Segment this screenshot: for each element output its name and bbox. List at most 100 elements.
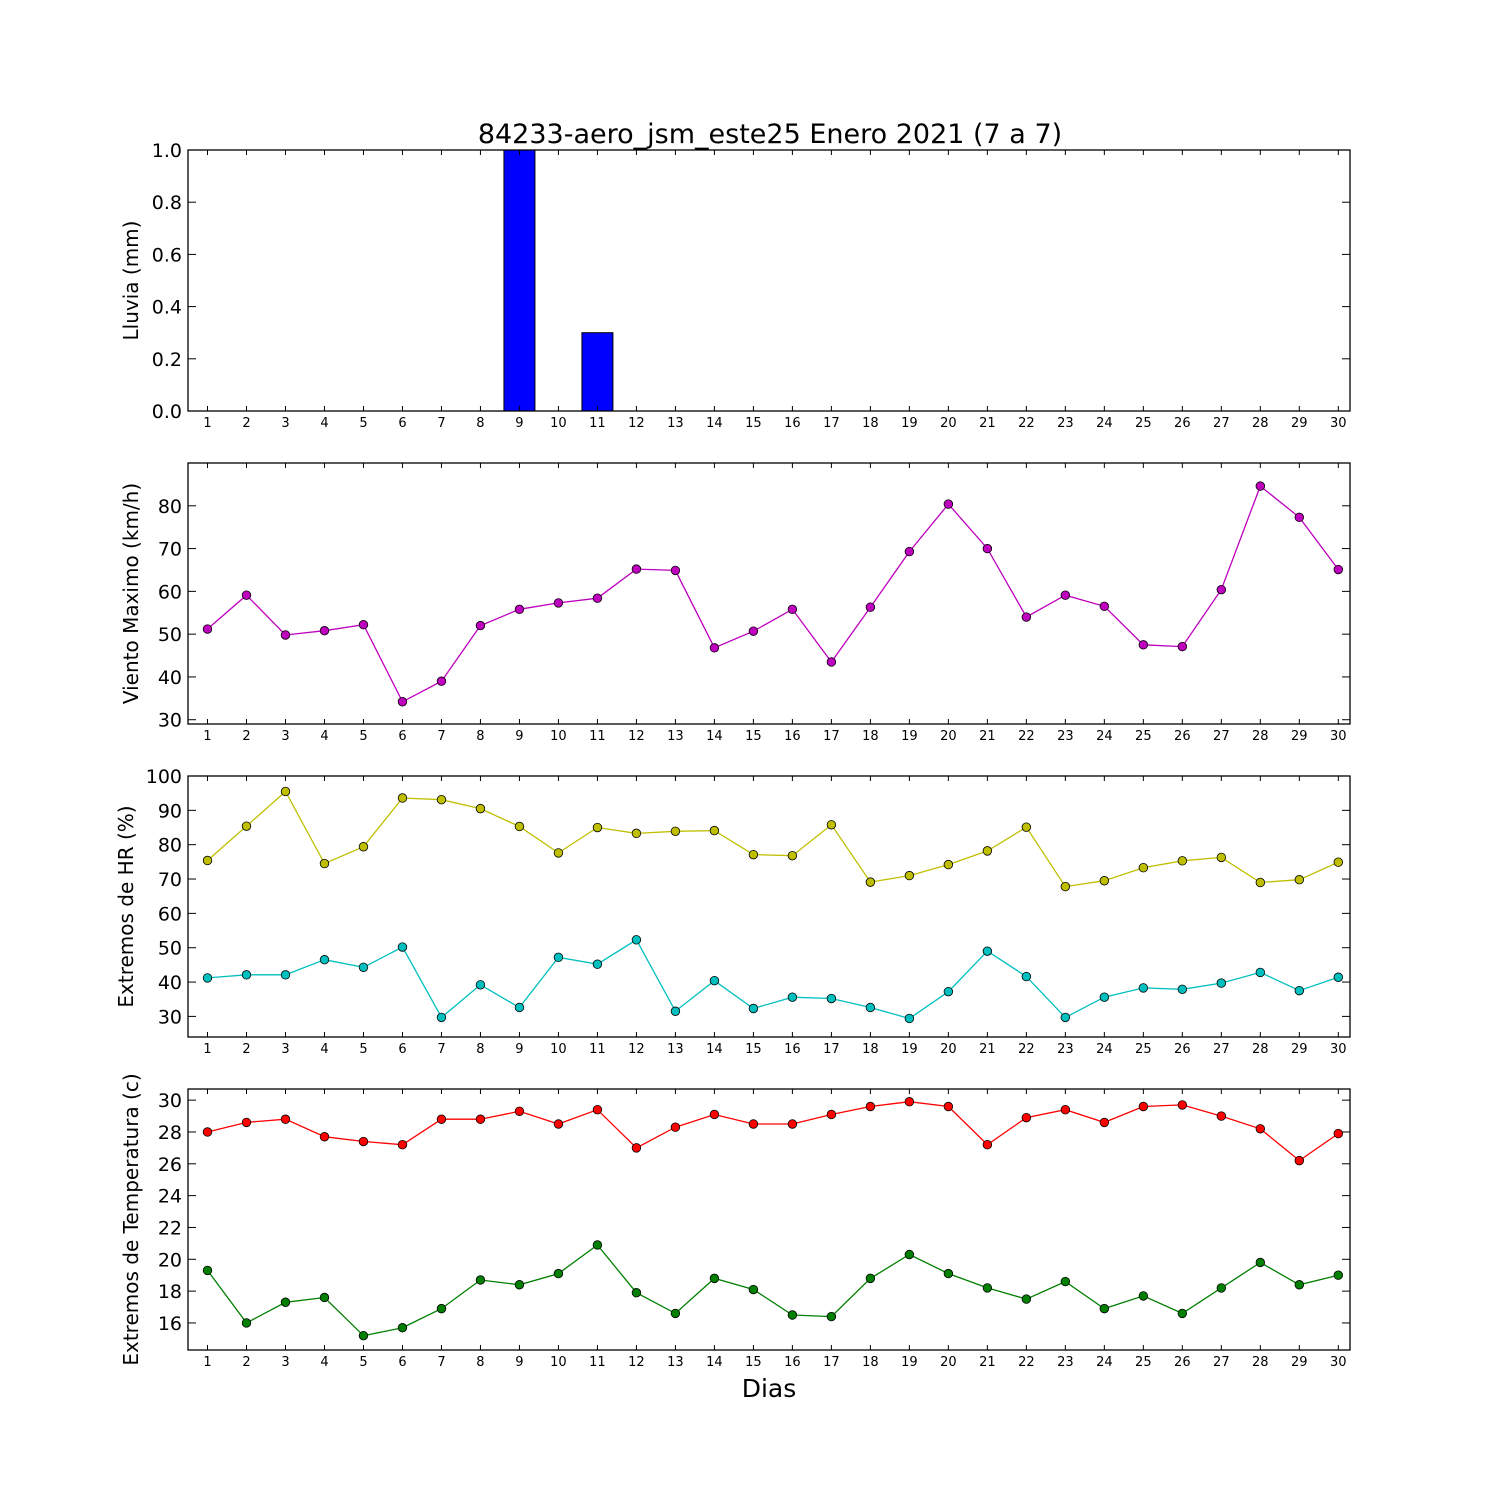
- point-s1-day-30: [1333, 1128, 1344, 1139]
- x-tick-label: 16: [784, 416, 801, 431]
- y-tick-label: 16: [158, 1313, 182, 1335]
- point-s1-day-30: [1333, 564, 1344, 575]
- point-s2-day-24: [1099, 992, 1110, 1002]
- x-tick-label: 10: [550, 1355, 567, 1370]
- series-line-1: [207, 1101, 1339, 1162]
- point-s2-day-14: [709, 1273, 720, 1284]
- x-tick-label: 12: [628, 729, 645, 744]
- x-tick-label: 27: [1213, 1355, 1230, 1370]
- point-s2-day-16: [787, 992, 798, 1002]
- point-s2-day-1: [202, 1265, 213, 1276]
- y-tick-label: 28: [158, 1122, 182, 1144]
- point-s1-day-19: [904, 870, 915, 881]
- point-s1-day-2: [241, 821, 252, 831]
- point-s1-day-23: [1060, 881, 1071, 892]
- point-s1-day-15: [748, 849, 759, 860]
- x-tick-label: 23: [1057, 1042, 1074, 1057]
- y-tick-label: 50: [158, 938, 182, 960]
- point-s1-day-14: [709, 1109, 720, 1120]
- x-tick-label: 14: [706, 1042, 723, 1057]
- point-s1-day-24: [1099, 601, 1110, 612]
- point-s1-day-11: [592, 822, 603, 833]
- point-s1-day-1: [202, 1127, 213, 1137]
- x-tick-label: 25: [1135, 416, 1152, 431]
- x-tick-label: 6: [398, 416, 406, 431]
- point-s2-day-24: [1099, 1303, 1110, 1314]
- plot-frame: [187, 775, 1351, 1038]
- point-s2-day-22: [1021, 971, 1032, 982]
- point-s1-day-28: [1255, 481, 1266, 491]
- series-line-1: [207, 790, 1339, 888]
- y-tick-label: 0.4: [152, 297, 182, 319]
- x-tick-label: 12: [628, 416, 645, 431]
- point-s2-day-19: [904, 1249, 915, 1260]
- point-s1-day-3: [280, 1114, 291, 1124]
- x-tick-label: 22: [1018, 1042, 1035, 1057]
- x-tick-label: 14: [706, 729, 723, 744]
- point-s1-day-18: [865, 1101, 876, 1112]
- y-tick-label: 22: [158, 1217, 182, 1239]
- point-s2-day-21: [982, 1283, 993, 1293]
- point-s2-day-28: [1255, 1257, 1266, 1268]
- point-s2-day-29: [1294, 1280, 1305, 1290]
- x-tick-label: 13: [667, 416, 684, 431]
- y-tick-label: 0.8: [152, 192, 182, 214]
- x-tick-label: 17: [823, 729, 840, 744]
- point-s1-day-15: [748, 1119, 759, 1129]
- point-s2-day-10: [553, 952, 564, 963]
- point-s2-day-12: [631, 935, 642, 945]
- point-s2-day-20: [943, 986, 954, 997]
- y-tick-label: 0.6: [152, 244, 182, 266]
- x-tick-label: 26: [1174, 416, 1191, 431]
- point-s2-day-7: [436, 1012, 447, 1023]
- point-s2-day-4: [319, 1292, 330, 1303]
- point-s1-day-27: [1216, 584, 1227, 595]
- x-tick-label: 23: [1057, 416, 1074, 431]
- point-s2-day-8: [475, 1275, 486, 1285]
- x-tick-label: 14: [706, 416, 723, 431]
- y-tick-label: 70: [158, 869, 182, 891]
- point-s2-day-23: [1060, 1276, 1071, 1287]
- x-tick-label: 27: [1213, 416, 1230, 431]
- x-tick-label: 6: [398, 1355, 406, 1370]
- bar-day-11: [581, 332, 614, 412]
- x-tick-label: 13: [667, 729, 684, 744]
- point-s1-day-24: [1099, 1117, 1110, 1128]
- x-tick-label: 18: [862, 1355, 879, 1370]
- point-s2-day-2: [241, 970, 252, 980]
- point-s1-day-21: [982, 1140, 993, 1150]
- y-tick-label: 1.0: [152, 140, 182, 162]
- point-s2-day-27: [1216, 1283, 1227, 1293]
- x-tick-label: 18: [862, 1042, 879, 1057]
- x-tick-label: 19: [901, 416, 918, 431]
- point-s1-day-11: [592, 1104, 603, 1115]
- point-s1-day-13: [670, 565, 681, 576]
- x-tick-label: 1: [203, 1355, 211, 1370]
- x-axis-label: Dias: [742, 1374, 797, 1403]
- x-tick-label: 26: [1174, 729, 1191, 744]
- point-s2-day-21: [982, 946, 993, 956]
- point-s2-day-26: [1177, 984, 1188, 994]
- x-tick-label: 21: [979, 1042, 996, 1057]
- panel-1: 1 2 3 4 5 6 7 8 9 10 11 12 13 14 15 16 17 18 19 20 21 22 23 24 2…: [119, 140, 1351, 431]
- x-tick-label: 8: [476, 729, 484, 744]
- point-s2-day-9: [514, 1280, 525, 1290]
- point-s1-day-24: [1099, 876, 1110, 886]
- x-tick-label: 26: [1174, 1042, 1191, 1057]
- point-s1-day-25: [1138, 1101, 1149, 1112]
- x-tick-label: 20: [940, 416, 957, 431]
- panel-3: 1 2 3 4 5 6 7 8 9 10 11 12 13 14 15 16 17 18 19 20 21 22 23 24 2…: [114, 766, 1351, 1057]
- x-tick-label: 25: [1135, 1042, 1152, 1057]
- point-s2-day-26: [1177, 1308, 1188, 1319]
- point-s1-day-19: [904, 546, 915, 557]
- point-s1-day-4: [319, 1132, 330, 1142]
- point-s2-day-17: [826, 1311, 837, 1322]
- x-tick-label: 7: [437, 1355, 445, 1370]
- x-tick-label: 29: [1291, 729, 1308, 744]
- series-line-2: [206, 1244, 1339, 1337]
- point-s1-day-12: [631, 564, 642, 574]
- x-tick-label: 11: [589, 416, 606, 431]
- point-s1-day-9: [514, 1106, 525, 1116]
- x-tick-label: 5: [359, 1355, 367, 1370]
- point-s1-day-16: [787, 1119, 798, 1129]
